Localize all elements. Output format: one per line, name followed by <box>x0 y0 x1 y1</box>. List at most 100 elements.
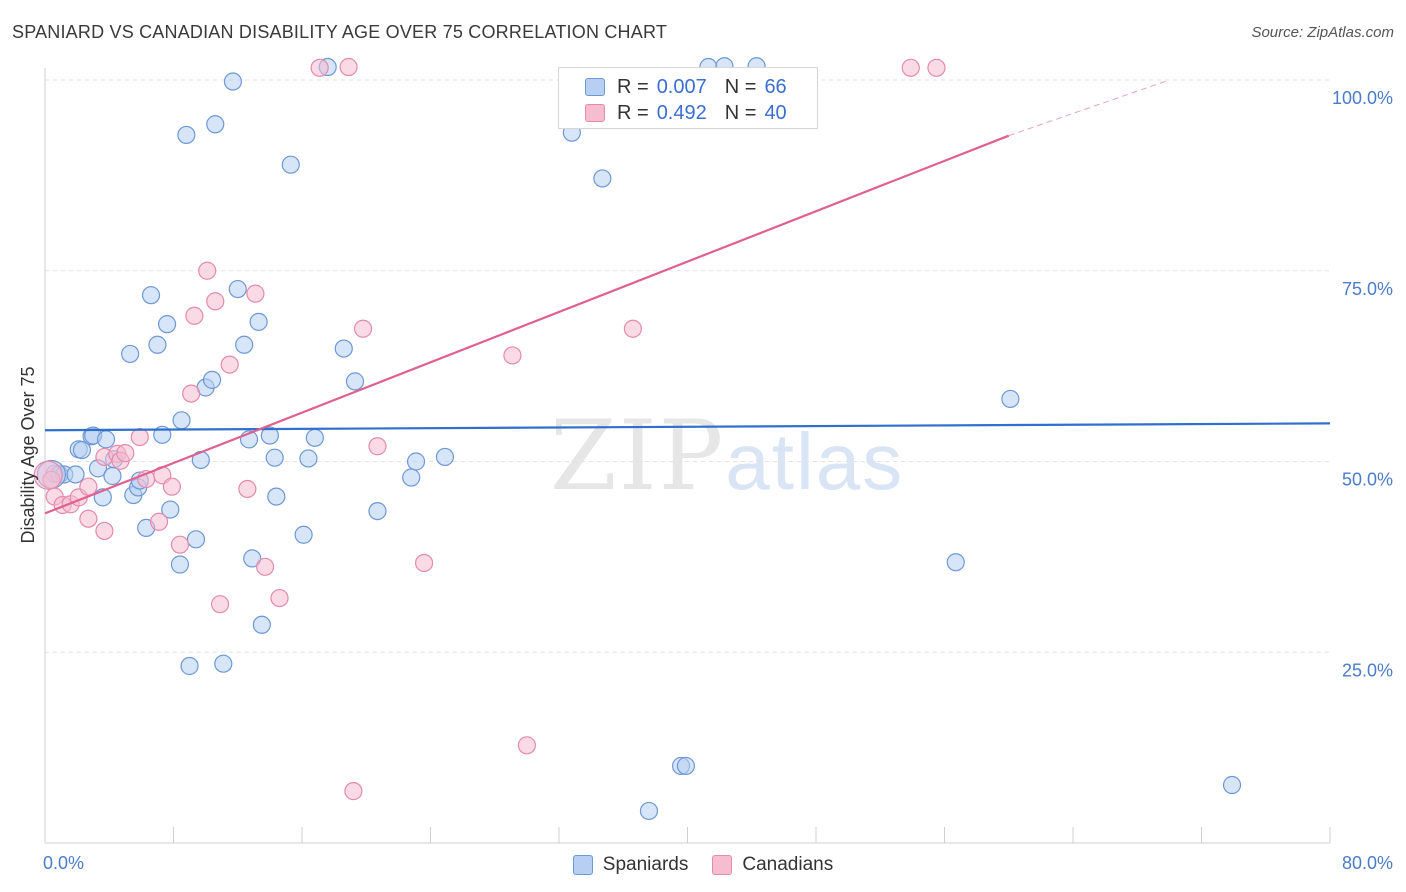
point-spaniard <box>676 756 695 776</box>
chart-title: SPANIARD VS CANADIAN DISABILITY AGE OVER… <box>12 22 668 42</box>
point-spaniard <box>435 447 455 467</box>
legend-r-label: R = <box>617 75 649 98</box>
point-spaniard <box>1222 775 1242 795</box>
point-canadian <box>95 521 114 541</box>
trend-line-canadians-extension <box>1008 79 1170 137</box>
point-canadian <box>927 58 946 77</box>
legend-row-canadians: R = 0.492 N = 40 <box>585 101 805 125</box>
y-tick-label: 25.0% <box>1342 660 1393 680</box>
point-canadian <box>206 292 225 311</box>
legend-n-value: 66 <box>764 75 787 98</box>
legend-swatch-spaniards <box>572 855 593 875</box>
legend-swatch-spaniards <box>585 78 605 96</box>
series-legend: Spaniards Canadians <box>0 852 1406 878</box>
y-tick-label: 75.0% <box>1342 279 1393 299</box>
point-spaniard <box>334 339 353 358</box>
point-spaniard <box>281 155 300 174</box>
trend-lines <box>44 79 1331 515</box>
point-spaniard <box>121 344 140 364</box>
point-canadian <box>210 595 230 614</box>
point-spaniard <box>249 312 268 331</box>
point-spaniard <box>202 370 222 389</box>
point-spaniard <box>252 615 271 634</box>
legend-r-value: 0.492 <box>656 101 707 124</box>
tick-labels: 25.0% 50.0% 75.0% 100.0% 0.0% 80.0% <box>43 88 1393 873</box>
legend-item-canadians[interactable]: Canadians <box>712 854 833 876</box>
point-spaniard <box>66 465 85 484</box>
point-canadian <box>116 444 135 463</box>
point-canadian <box>414 553 434 573</box>
point-spaniard <box>161 500 180 519</box>
point-spaniard <box>299 449 318 468</box>
axes <box>44 68 1331 844</box>
point-spaniard <box>406 452 426 471</box>
point-canadian <box>149 512 169 531</box>
point-spaniard <box>157 315 177 334</box>
point-spaniard <box>294 525 313 544</box>
point-spaniard <box>305 428 324 447</box>
point-canadian <box>182 384 201 403</box>
y-tick-label: 100.0% <box>1332 88 1393 108</box>
point-spaniard <box>148 335 167 354</box>
legend-label-spaniards: Spaniards <box>602 854 689 875</box>
point-canadian <box>353 319 373 338</box>
point-canadian <box>368 437 387 456</box>
watermark-zip: ZIP <box>550 400 726 512</box>
point-spaniard <box>946 553 965 572</box>
point-canadian <box>238 479 257 499</box>
point-canadian <box>270 588 289 608</box>
trend-line-spaniards <box>44 422 1331 432</box>
point-spaniard <box>170 555 190 574</box>
trend-line-canadians <box>44 134 1010 515</box>
legend-label-canadians: Canadians <box>742 854 834 875</box>
point-spaniard <box>345 372 365 391</box>
point-canadian <box>503 346 522 365</box>
point-spaniard <box>72 440 92 460</box>
y-axis-label: Disability Age Over 75 <box>18 366 38 543</box>
point-spaniard <box>267 487 286 506</box>
point-spaniard <box>186 530 206 549</box>
point-spaniard <box>141 286 161 305</box>
point-canadian <box>220 355 239 374</box>
point-canadian <box>517 736 536 755</box>
legend-r-label: R = <box>617 101 649 124</box>
point-canadian <box>339 57 358 77</box>
point-canadian <box>901 58 920 77</box>
point-spaniard <box>103 466 122 486</box>
legend-swatch-canadians <box>585 104 605 122</box>
legend-item-spaniards[interactable]: Spaniards <box>572 854 689 876</box>
legend-n-label: N = <box>724 75 757 98</box>
series-canadians <box>33 57 946 801</box>
point-canadian <box>198 261 217 280</box>
point-spaniard <box>172 411 191 430</box>
y-tick-label: 50.0% <box>1342 470 1393 490</box>
point-spaniard <box>96 430 116 449</box>
x-tick-label: 0.0% <box>43 853 84 873</box>
point-canadian <box>246 284 265 303</box>
point-spaniard <box>177 125 196 145</box>
legend-n-value: 40 <box>764 101 787 124</box>
point-spaniard <box>1001 389 1020 409</box>
point-spaniard <box>243 549 262 568</box>
point-canadian <box>310 58 329 77</box>
point-spaniard <box>214 654 233 673</box>
legend-row-spaniards: R = 0.007 N = 66 <box>585 75 805 99</box>
series-spaniards <box>36 57 1242 821</box>
legend-swatch-canadians <box>712 855 733 875</box>
point-spaniard <box>368 501 387 521</box>
source-label: Source: ZipAtlas.com <box>1251 24 1394 41</box>
point-canadian <box>344 782 363 801</box>
point-canadian <box>170 535 190 554</box>
legend-n-label: N = <box>724 101 757 124</box>
x-tick-label: 80.0% <box>1342 853 1393 873</box>
point-canadian <box>623 319 642 338</box>
point-canadian <box>162 477 181 496</box>
point-spaniard <box>228 279 247 299</box>
point-spaniard <box>235 335 254 354</box>
point-spaniard <box>223 72 243 91</box>
point-canadian <box>79 509 98 528</box>
stats-legend: R = 0.007 N = 66 R = 0.492 N = 40 <box>558 67 818 129</box>
point-spaniard <box>593 169 612 188</box>
point-canadian <box>79 477 98 496</box>
